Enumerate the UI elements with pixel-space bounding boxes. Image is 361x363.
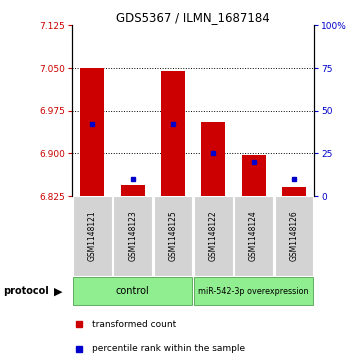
- Text: miR-542-3p overexpression: miR-542-3p overexpression: [198, 287, 309, 296]
- Bar: [113, 196, 152, 276]
- Text: GSM1148124: GSM1148124: [249, 211, 258, 261]
- Bar: [154, 196, 192, 276]
- Text: GSM1148125: GSM1148125: [169, 211, 178, 261]
- Text: GSM1148123: GSM1148123: [128, 211, 137, 261]
- Text: protocol: protocol: [4, 286, 49, 296]
- Bar: [121, 185, 145, 196]
- Bar: [282, 188, 306, 196]
- Text: GSM1148122: GSM1148122: [209, 211, 218, 261]
- Bar: [73, 277, 192, 305]
- Text: GSM1148121: GSM1148121: [88, 211, 97, 261]
- Text: GSM1148126: GSM1148126: [290, 211, 299, 261]
- Bar: [194, 277, 313, 305]
- Bar: [80, 68, 104, 196]
- Bar: [201, 122, 225, 196]
- Title: GDS5367 / ILMN_1687184: GDS5367 / ILMN_1687184: [116, 11, 270, 24]
- Bar: [73, 196, 112, 276]
- Bar: [194, 196, 232, 276]
- Bar: [275, 196, 313, 276]
- Bar: [234, 196, 273, 276]
- Bar: [242, 155, 266, 196]
- Bar: [161, 71, 185, 196]
- Text: transformed count: transformed count: [92, 319, 176, 329]
- Text: percentile rank within the sample: percentile rank within the sample: [92, 344, 245, 353]
- Text: control: control: [116, 286, 149, 296]
- Text: ▶: ▶: [53, 286, 62, 296]
